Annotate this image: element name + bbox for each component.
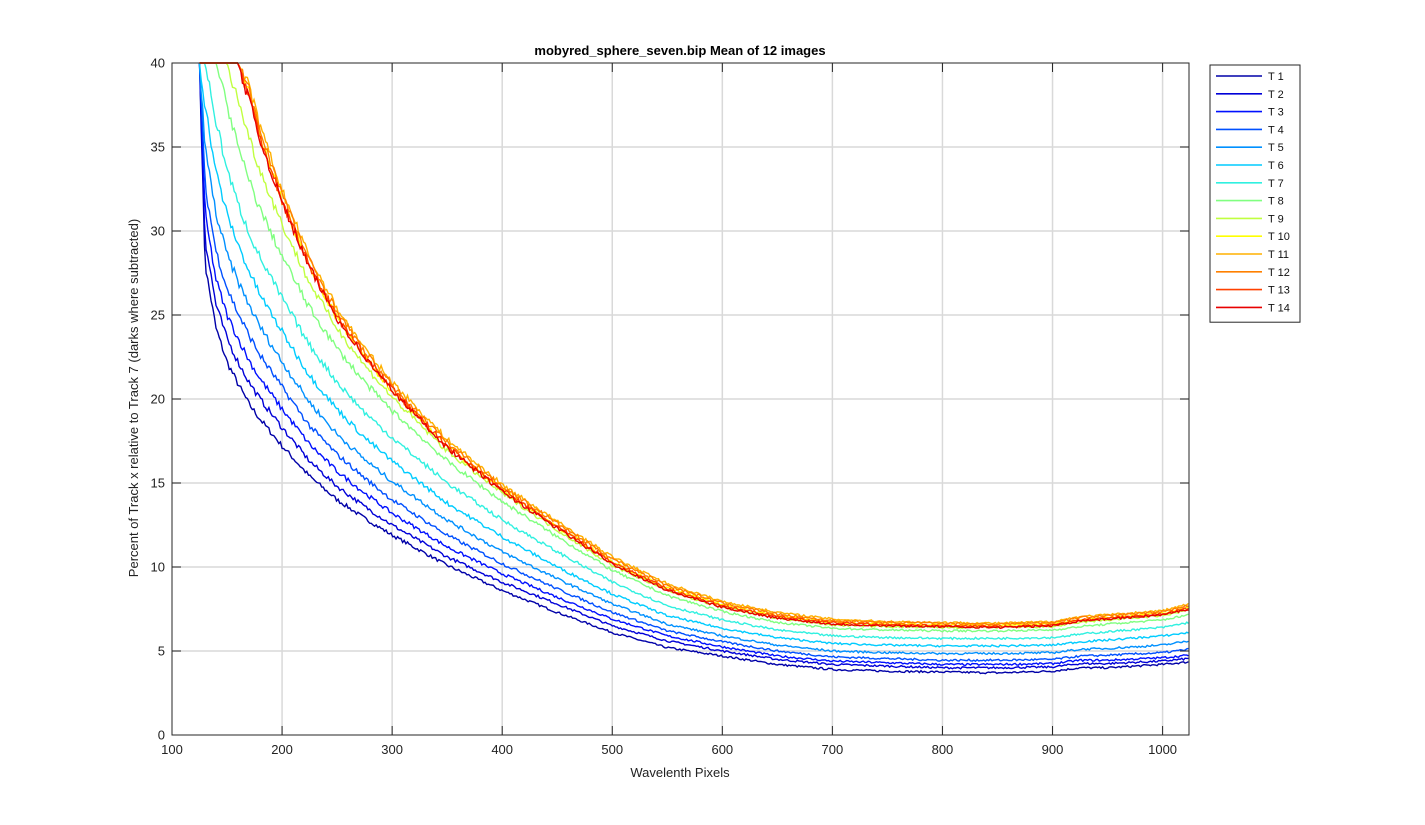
y-tick-label: 40 (151, 56, 165, 71)
x-tick-label: 100 (161, 742, 183, 757)
grid (172, 63, 1189, 735)
y-axis-label: Percent of Track x relative to Track 7 (… (126, 219, 141, 577)
legend-label: T 7 (1268, 178, 1284, 190)
series-line-7 (199, 62, 1189, 641)
y-tick-label: 35 (151, 140, 165, 155)
legend-label: T 11 (1268, 249, 1289, 261)
series-line-5 (198, 62, 1189, 656)
x-tick-label: 800 (932, 742, 954, 757)
x-tick-label: 200 (271, 742, 293, 757)
x-tick-label: 600 (711, 742, 733, 757)
y-tick-label: 20 (151, 392, 165, 407)
legend-label: T 8 (1268, 196, 1284, 208)
y-tick-label: 15 (151, 476, 165, 491)
series-line-8 (199, 62, 1189, 633)
y-tick-label: 0 (158, 728, 165, 743)
x-axis-label: Wavelenth Pixels (630, 765, 730, 780)
series-line-12 (199, 62, 1189, 626)
legend-label: T 3 (1268, 107, 1284, 119)
legend-label: T 1 (1268, 71, 1284, 83)
legend-label: T 2 (1268, 89, 1284, 101)
legend-label: T 10 (1268, 231, 1290, 243)
legend: T 1 T 2 T 3 T 4 T 5 T 6 T 7 T 8 T 9 T 10 T 11 T 12 T… (1209, 64, 1301, 323)
legend-label: T 9 (1268, 213, 1284, 225)
x-tick-label: 700 (822, 742, 844, 757)
legend-box (1209, 64, 1301, 323)
y-tick-label: 10 (151, 560, 165, 575)
y-tick-label: 25 (151, 308, 165, 323)
axes: 100 200 300 400 500 600 700 800 900 1000 0 5 10 15 20 2… (151, 56, 1190, 757)
x-tick-label: 300 (381, 742, 403, 757)
chart-title: mobyred_sphere_seven.bip Mean of 12 imag… (534, 43, 825, 58)
series-group (198, 62, 1189, 675)
series-line-1 (198, 62, 1189, 675)
y-tick-label: 5 (158, 644, 165, 659)
x-tick-label: 500 (601, 742, 623, 757)
legend-label: T 12 (1268, 267, 1290, 279)
legend-label: T 5 (1268, 142, 1284, 154)
series-line-4 (198, 62, 1189, 663)
x-tick-label: 1000 (1148, 742, 1177, 757)
y-tick-label: 30 (151, 224, 165, 239)
x-tick-label: 400 (491, 742, 513, 757)
legend-label: T 14 (1268, 302, 1290, 314)
legend-label: T 13 (1268, 285, 1290, 297)
series-line-9 (199, 62, 1189, 630)
series-line-6 (198, 62, 1189, 648)
series-line-2 (198, 62, 1189, 670)
legend-label: T 6 (1268, 160, 1284, 172)
x-tick-label: 900 (1042, 742, 1064, 757)
series-line-3 (198, 62, 1189, 667)
series-line-14 (199, 62, 1189, 630)
legend-label: T 4 (1268, 124, 1284, 136)
